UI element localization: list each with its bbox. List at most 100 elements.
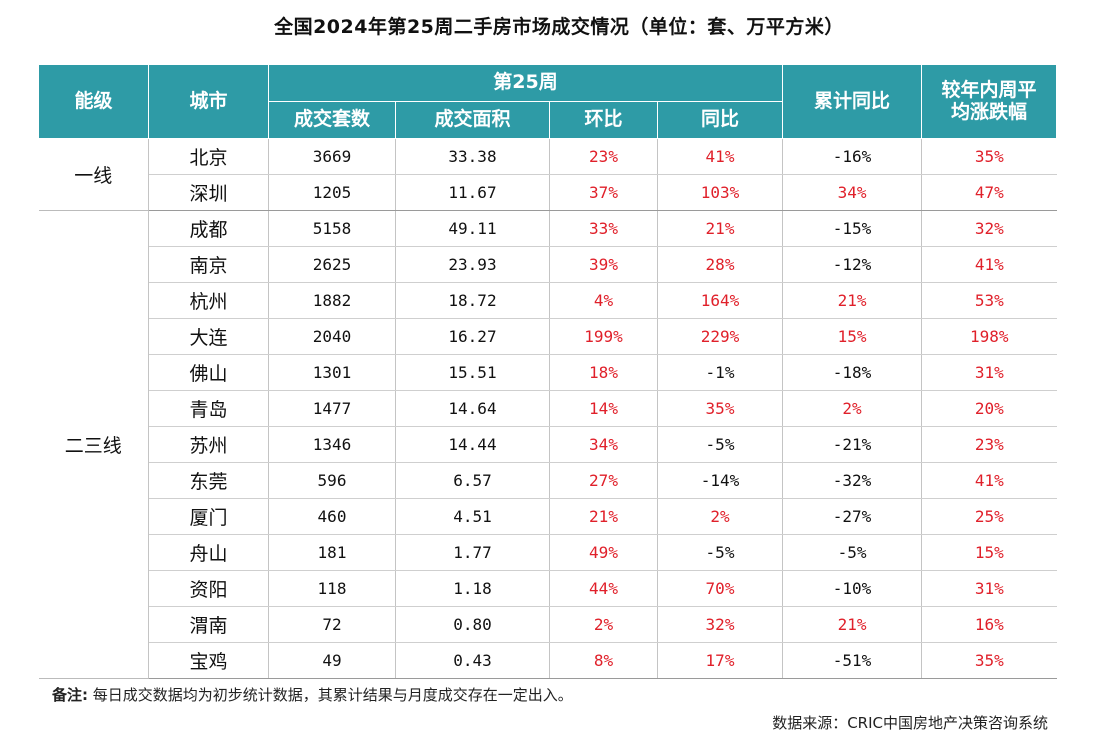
- cell-area: 11.67: [395, 174, 550, 211]
- cell-city: 厦门: [148, 498, 269, 535]
- table-row: 大连 2040 16.27 199% 229% 15% 198%: [39, 318, 1057, 355]
- header-week: 第25周: [267, 64, 784, 102]
- table-row: 宝鸡 49 0.43 8% 17% -51% 35%: [39, 642, 1057, 679]
- cell-city: 杭州: [148, 282, 269, 319]
- cell-cumulative-yoy: 34%: [782, 174, 923, 211]
- cell-yoy: 229%: [657, 318, 784, 355]
- table-row: 深圳 1205 11.67 37% 103% 34% 47%: [39, 174, 1057, 211]
- cell-yoy: -1%: [657, 354, 784, 391]
- cell-units: 181: [268, 534, 396, 571]
- table-row: 南京 2625 23.93 39% 28% -12% 41%: [39, 246, 1057, 283]
- cell-mom: 14%: [549, 390, 658, 427]
- cell-city: 深圳: [148, 174, 269, 211]
- cell-area: 16.27: [395, 318, 550, 355]
- header-avg-change-line2: 均涨跌幅: [951, 100, 1028, 123]
- transactions-table: 能级 城市 第25周 累计同比 较年内周平 均涨跌幅 成交套数 成交面积 环比 …: [38, 64, 1058, 679]
- cell-area: 33.38: [395, 138, 550, 175]
- cell-mom: 39%: [549, 246, 658, 283]
- cell-city: 舟山: [148, 534, 269, 571]
- cell-cumulative-yoy: -32%: [782, 462, 923, 499]
- table-row: 二三线 成都 5158 49.11 33% 21% -15% 32%: [38, 210, 1057, 679]
- cell-mom: 37%: [549, 174, 658, 211]
- footnote-label: 备注:: [52, 686, 88, 704]
- cell-mom: 199%: [549, 318, 658, 355]
- cell-city: 苏州: [148, 426, 269, 463]
- header-yoy: 同比: [656, 101, 784, 139]
- cell-area: 14.64: [395, 390, 550, 427]
- cell-cumulative-yoy: -16%: [782, 138, 923, 175]
- cell-avg-change: 35%: [921, 138, 1057, 175]
- cell-city: 成都: [148, 210, 269, 247]
- cell-yoy: 21%: [657, 210, 784, 247]
- table-row: 厦门 460 4.51 21% 2% -27% 25%: [39, 498, 1057, 535]
- cell-mom: 44%: [549, 570, 658, 607]
- cell-mom: 33%: [549, 210, 658, 247]
- cell-area: 1.18: [395, 570, 550, 607]
- cell-units: 118: [268, 570, 396, 607]
- cell-tier: 一线: [38, 138, 149, 211]
- cell-mom: 4%: [549, 282, 658, 319]
- cell-avg-change: 23%: [921, 426, 1057, 463]
- cell-city: 资阳: [148, 570, 269, 607]
- cell-cumulative-yoy: 21%: [782, 606, 923, 643]
- cell-yoy: 103%: [657, 174, 784, 211]
- cell-area: 6.57: [395, 462, 550, 499]
- header-cumulative-yoy: 累计同比: [782, 64, 923, 139]
- table-row: 一线 北京 3669 33.38 23% 41% -16% 35%: [38, 138, 1057, 211]
- cell-area: 14.44: [395, 426, 550, 463]
- table-row: 佛山 1301 15.51 18% -1% -18% 31%: [39, 354, 1057, 391]
- cell-yoy: 35%: [657, 390, 784, 427]
- table-row: 东莞 596 6.57 27% -14% -32% 41%: [39, 462, 1057, 499]
- cell-avg-change: 198%: [921, 318, 1057, 355]
- cell-city: 渭南: [148, 606, 269, 643]
- cell-area: 0.80: [395, 606, 550, 643]
- cell-city: 佛山: [148, 354, 269, 391]
- cell-units: 1882: [268, 282, 396, 319]
- cell-avg-change: 41%: [921, 246, 1057, 283]
- cell-units: 72: [268, 606, 396, 643]
- header-city: 城市: [148, 64, 269, 139]
- footnote: 备注: 每日成交数据均为初步统计数据，其累计结果与月度成交存在一定出入。: [52, 684, 573, 705]
- header-area: 成交面积: [395, 101, 550, 139]
- cell-area: 1.77: [395, 534, 550, 571]
- table-body: 一线 北京 3669 33.38 23% 41% -16% 35% 深圳 1205 11.67 37%…: [38, 138, 1057, 679]
- cell-mom: 21%: [549, 498, 658, 535]
- table-row: 资阳 118 1.18 44% 70% -10% 31%: [39, 570, 1057, 607]
- cell-area: 23.93: [395, 246, 550, 283]
- cell-avg-change: 31%: [921, 570, 1057, 607]
- cell-avg-change: 41%: [921, 462, 1057, 499]
- cell-area: 49.11: [395, 210, 550, 247]
- cell-cumulative-yoy: -15%: [782, 210, 923, 247]
- cell-area: 0.43: [395, 642, 550, 679]
- cell-units: 1205: [268, 174, 396, 211]
- cell-yoy: 17%: [657, 642, 784, 679]
- cell-cumulative-yoy: -51%: [782, 642, 923, 679]
- cell-avg-change: 47%: [921, 174, 1057, 211]
- cell-cumulative-yoy: -5%: [782, 534, 923, 571]
- cell-units: 1346: [268, 426, 396, 463]
- cell-area: 18.72: [395, 282, 550, 319]
- cell-units: 1477: [268, 390, 396, 427]
- cell-cumulative-yoy: -27%: [782, 498, 923, 535]
- cell-yoy: 70%: [657, 570, 784, 607]
- header-tier: 能级: [38, 64, 149, 139]
- cell-units: 2625: [268, 246, 396, 283]
- cell-yoy: 28%: [657, 246, 784, 283]
- cell-mom: 23%: [549, 138, 658, 175]
- cell-units: 2040: [268, 318, 396, 355]
- cell-avg-change: 53%: [921, 282, 1057, 319]
- cell-city: 青岛: [148, 390, 269, 427]
- cell-yoy: -14%: [657, 462, 784, 499]
- cell-units: 49: [268, 642, 396, 679]
- table-row: 渭南 72 0.80 2% 32% 21% 16%: [39, 606, 1057, 643]
- cell-units: 596: [268, 462, 396, 499]
- table-row: 舟山 181 1.77 49% -5% -5% 15%: [39, 534, 1057, 571]
- cell-yoy: -5%: [657, 426, 784, 463]
- footnote-text: 每日成交数据均为初步统计数据，其累计结果与月度成交存在一定出入。: [88, 686, 573, 704]
- cell-units: 5158: [268, 210, 396, 247]
- cell-mom: 18%: [549, 354, 658, 391]
- header-mom: 环比: [549, 101, 658, 139]
- cell-yoy: 41%: [657, 138, 784, 175]
- cell-yoy: 32%: [657, 606, 784, 643]
